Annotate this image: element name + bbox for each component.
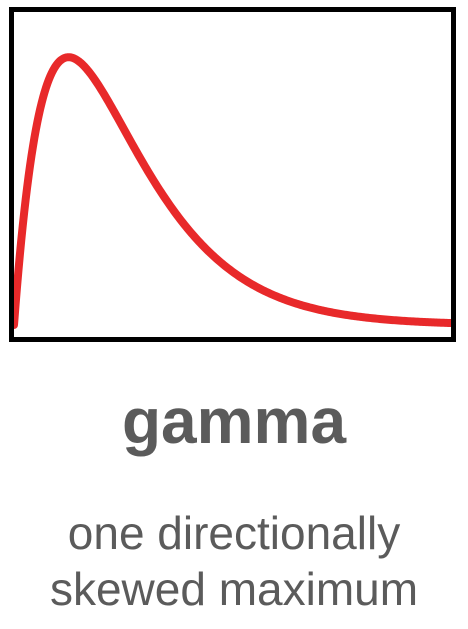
distribution-plot-frame	[9, 7, 456, 342]
distribution-title: gamma	[121, 385, 347, 457]
description-line-2: skewed maximum	[49, 563, 419, 615]
description-line-1: one directionally	[67, 507, 401, 559]
gamma-pdf-curve	[14, 53, 451, 329]
gamma-curve-plot	[14, 53, 451, 329]
distribution-description: one directionally skewed maximum	[0, 505, 468, 617]
